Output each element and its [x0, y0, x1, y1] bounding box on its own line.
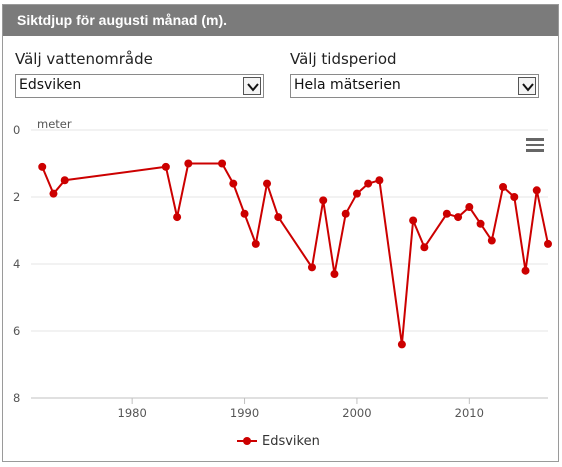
data-point[interactable]: [330, 270, 339, 279]
legend-marker: [243, 437, 251, 445]
y-axis-label: meter: [37, 117, 72, 131]
water-area-select-value: Edsviken: [19, 77, 82, 93]
data-point[interactable]: [375, 176, 384, 185]
data-point[interactable]: [240, 209, 249, 218]
data-point[interactable]: [38, 162, 47, 171]
data-point[interactable]: [263, 179, 272, 188]
y-tick-label: 6: [13, 324, 20, 338]
data-point[interactable]: [465, 203, 474, 212]
data-point[interactable]: [487, 236, 496, 245]
data-point[interactable]: [60, 176, 69, 185]
legend-label: Edsviken: [262, 434, 320, 449]
x-tick-label: 1990: [230, 406, 259, 420]
data-point[interactable]: [251, 239, 260, 248]
panel-title: Siktdjup för augusti månad (m).: [3, 5, 558, 36]
series-line: [41, 162, 549, 346]
data-point[interactable]: [161, 162, 170, 171]
y-tick-label: 8: [13, 391, 20, 405]
data-point[interactable]: [218, 159, 227, 168]
data-point[interactable]: [352, 189, 361, 198]
y-tick-label: 0: [13, 123, 20, 137]
grid-lines: [31, 129, 548, 399]
data-point[interactable]: [229, 179, 238, 188]
chevron-down-icon[interactable]: [518, 77, 536, 95]
series-edsviken: [38, 159, 552, 349]
data-point[interactable]: [532, 186, 541, 195]
data-point[interactable]: [499, 182, 508, 191]
data-point[interactable]: [173, 213, 182, 222]
y-tick-label: 2: [13, 190, 20, 204]
x-tick-label: 1980: [118, 406, 147, 420]
time-period-label: Välj tidsperiod: [290, 50, 397, 68]
data-point[interactable]: [49, 189, 58, 198]
data-point[interactable]: [364, 179, 373, 188]
data-point[interactable]: [476, 219, 485, 228]
axes: 0 2 4 6 8 1980 1990 2000 2010: [13, 123, 484, 420]
data-point[interactable]: [454, 213, 463, 222]
time-period-select[interactable]: Hela mätserien: [290, 74, 539, 98]
data-point[interactable]: [442, 209, 451, 218]
x-tick-label: 2000: [342, 406, 371, 420]
legend[interactable]: Edsviken: [237, 434, 320, 449]
x-tick-label: 2010: [455, 406, 484, 420]
hamburger-menu-icon[interactable]: [526, 138, 544, 152]
data-point[interactable]: [397, 340, 406, 349]
chevron-down-icon[interactable]: [243, 77, 261, 95]
water-area-label: Välj vattenområde: [15, 50, 153, 68]
data-point[interactable]: [420, 243, 429, 252]
y-tick-label: 4: [13, 257, 20, 271]
data-point[interactable]: [307, 263, 316, 272]
data-point[interactable]: [544, 239, 552, 248]
data-point[interactable]: [184, 159, 193, 168]
data-point[interactable]: [510, 193, 519, 201]
data-point[interactable]: [521, 266, 530, 275]
water-area-select[interactable]: Edsviken: [15, 74, 264, 98]
time-period-select-value: Hela mätserien: [294, 77, 401, 93]
data-point[interactable]: [274, 213, 283, 222]
data-point[interactable]: [409, 216, 418, 225]
data-point[interactable]: [319, 196, 328, 205]
data-point[interactable]: [341, 209, 350, 218]
